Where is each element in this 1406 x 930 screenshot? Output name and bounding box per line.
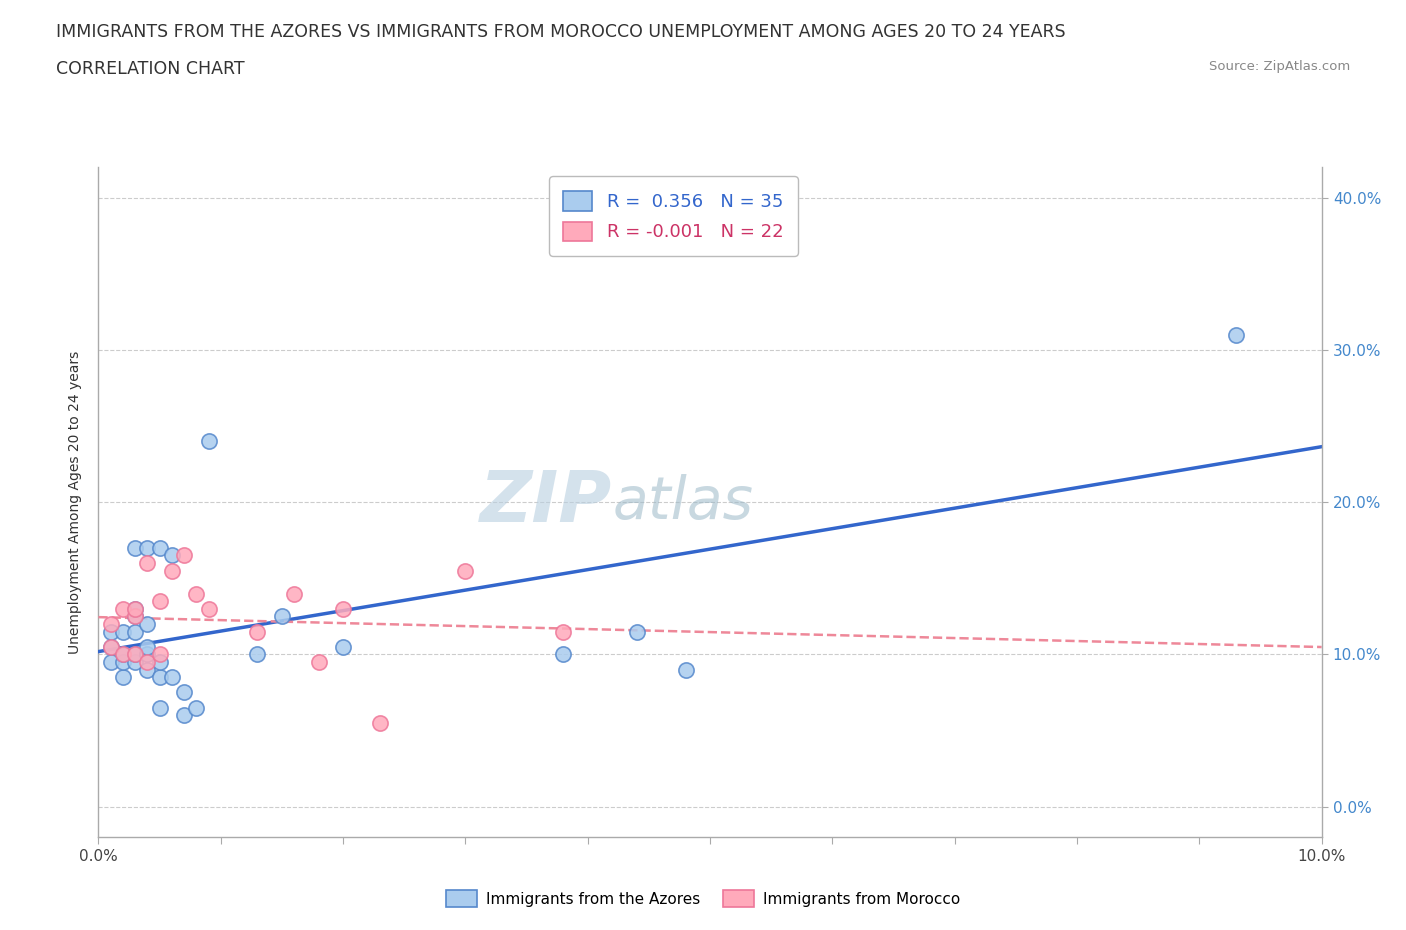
Point <box>111 655 134 670</box>
Point <box>149 593 172 608</box>
Point <box>111 602 134 617</box>
Point <box>149 647 172 662</box>
Point <box>149 700 172 715</box>
Point <box>136 617 159 631</box>
Y-axis label: Unemployment Among Ages 20 to 24 years: Unemployment Among Ages 20 to 24 years <box>69 351 83 654</box>
Point <box>553 647 575 662</box>
Point <box>111 647 134 662</box>
Point <box>186 700 208 715</box>
Point <box>1225 327 1247 342</box>
Point <box>368 715 391 730</box>
Point <box>100 639 122 654</box>
Point <box>173 708 195 723</box>
Point <box>160 564 183 578</box>
Point <box>332 602 354 617</box>
Point <box>100 655 122 670</box>
Point <box>160 670 183 684</box>
Point <box>136 647 159 662</box>
Point <box>283 586 305 601</box>
Point <box>136 655 159 670</box>
Point <box>160 548 183 563</box>
Text: IMMIGRANTS FROM THE AZORES VS IMMIGRANTS FROM MOROCCO UNEMPLOYMENT AMONG AGES 20: IMMIGRANTS FROM THE AZORES VS IMMIGRANTS… <box>56 23 1066 41</box>
Point <box>553 624 575 639</box>
Point <box>246 624 269 639</box>
Point <box>124 609 146 624</box>
Point <box>149 655 172 670</box>
Point <box>149 540 172 555</box>
Point <box>246 647 269 662</box>
Point <box>124 602 146 617</box>
Point <box>100 617 122 631</box>
Point <box>111 670 134 684</box>
Point <box>136 540 159 555</box>
Text: CORRELATION CHART: CORRELATION CHART <box>56 60 245 78</box>
Point <box>124 602 146 617</box>
Point <box>124 647 146 662</box>
Point <box>136 639 159 654</box>
Legend: Immigrants from the Azores, Immigrants from Morocco: Immigrants from the Azores, Immigrants f… <box>440 884 966 913</box>
Point <box>270 609 292 624</box>
Point <box>111 647 134 662</box>
Point <box>124 647 146 662</box>
Point <box>332 639 354 654</box>
Point <box>454 564 477 578</box>
Point <box>124 655 146 670</box>
Point <box>136 555 159 570</box>
Point <box>100 624 122 639</box>
Legend: R =  0.356   N = 35, R = -0.001   N = 22: R = 0.356 N = 35, R = -0.001 N = 22 <box>548 177 797 256</box>
Point <box>308 655 330 670</box>
Point <box>197 602 219 617</box>
Point <box>100 639 122 654</box>
Text: atlas: atlas <box>612 473 754 531</box>
Point <box>173 685 195 700</box>
Text: ZIP: ZIP <box>479 468 612 537</box>
Point <box>111 624 134 639</box>
Point <box>149 670 172 684</box>
Point <box>197 434 219 449</box>
Point <box>675 662 697 677</box>
Point <box>173 548 195 563</box>
Point <box>124 540 146 555</box>
Text: Source: ZipAtlas.com: Source: ZipAtlas.com <box>1209 60 1350 73</box>
Point <box>626 624 648 639</box>
Point <box>124 609 146 624</box>
Point <box>136 662 159 677</box>
Point <box>124 624 146 639</box>
Point <box>186 586 208 601</box>
